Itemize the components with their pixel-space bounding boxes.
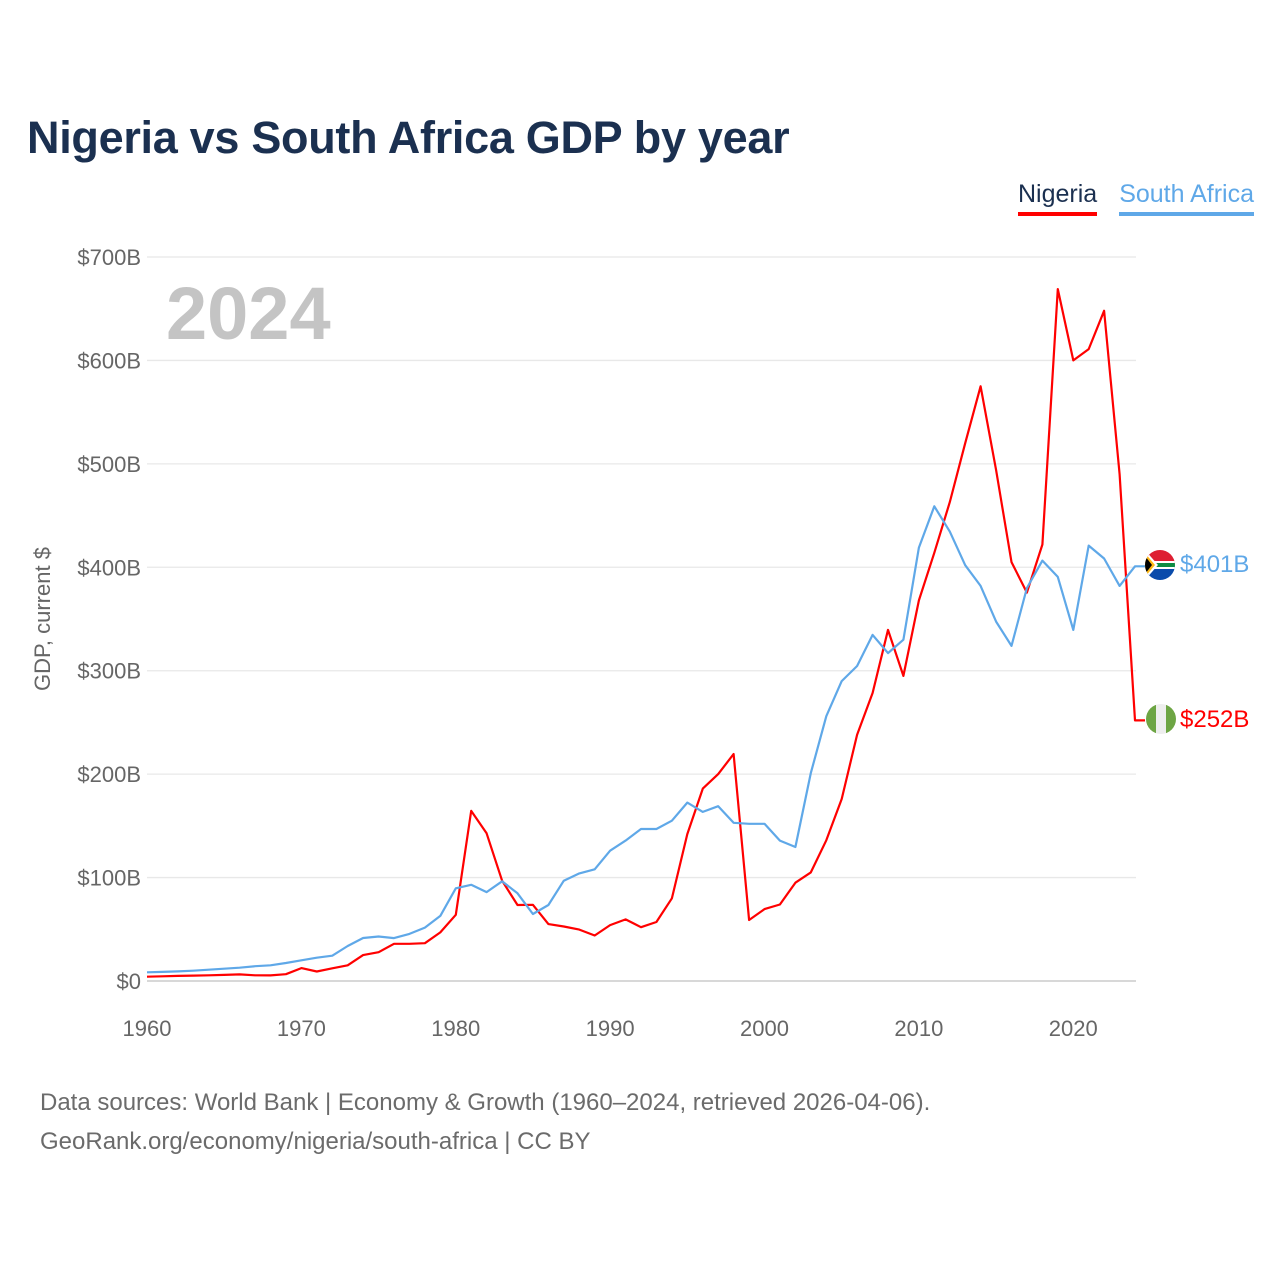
legend: Nigeria South Africa xyxy=(1017,180,1254,216)
nigeria-end-label: $252B xyxy=(1180,706,1249,733)
x-tick-label: 2020 xyxy=(1049,1016,1098,1041)
legend-item-south-africa[interactable]: South Africa xyxy=(1119,180,1254,216)
nigeria-flag-icon xyxy=(1146,704,1176,734)
data-sources: Data sources: World Bank | Economy & Gro… xyxy=(40,1089,931,1116)
x-tick-label: 1960 xyxy=(123,1016,172,1041)
y-tick-label: $500B xyxy=(77,452,141,477)
y-tick-label: $700B xyxy=(77,245,141,270)
south-africa-end-label: $401B xyxy=(1180,551,1249,578)
series-line-nigeria[interactable] xyxy=(146,288,1145,978)
y-tick-label: $0 xyxy=(117,969,141,994)
footer: Data sources: World Bank | Economy & Gro… xyxy=(40,1083,930,1161)
y-tick-label: $100B xyxy=(77,866,141,891)
south-africa-flag-icon xyxy=(1145,550,1175,580)
y-tick-label: $200B xyxy=(77,762,141,787)
legend-item-nigeria[interactable]: Nigeria xyxy=(1017,180,1098,216)
x-tick-label: 1980 xyxy=(431,1016,480,1041)
source-link[interactable]: GeoRank.org/economy/nigeria/south-africa… xyxy=(40,1128,591,1155)
y-tick-label: $400B xyxy=(77,555,141,580)
x-tick-label: 1970 xyxy=(277,1016,326,1041)
y-tick-label: $600B xyxy=(77,348,141,373)
y-tick-label: $300B xyxy=(77,659,141,684)
y-axis-label: GDP, current $ xyxy=(30,547,55,691)
x-tick-label: 2000 xyxy=(740,1016,789,1041)
series-line-south-africa[interactable] xyxy=(146,505,1145,974)
chart-title: Nigeria vs South Africa GDP by year xyxy=(27,112,790,163)
x-tick-label: 1990 xyxy=(586,1016,635,1041)
year-watermark: 2024 xyxy=(166,272,331,355)
x-tick-label: 2010 xyxy=(894,1016,943,1041)
